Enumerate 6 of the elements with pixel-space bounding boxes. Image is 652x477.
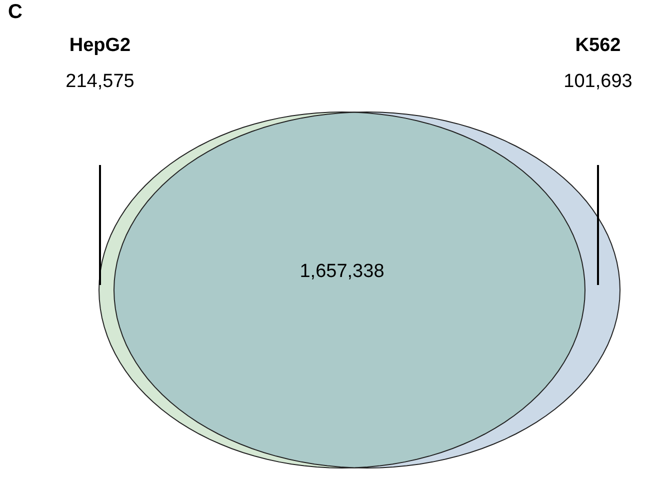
text: C [8,1,22,23]
data-label: 214,575 [66,71,134,92]
data-label: 101,693 [564,71,632,92]
data-label: 1,657,338 [300,261,384,282]
category-label: K562 [575,35,621,56]
category-label: HepG2 [69,35,131,56]
